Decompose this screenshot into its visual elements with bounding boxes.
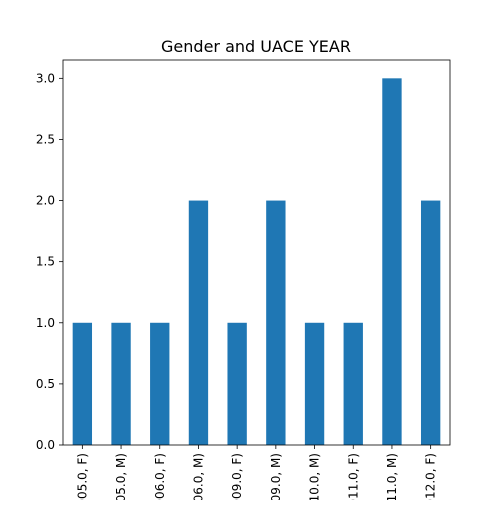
y-axis-ticks: 0.0 0.5 1.0 1.5 2.0 2.5 3.0 [36,71,63,452]
x-tick-label: (2009.0, M) [269,453,283,500]
y-tick-label: 3.0 [36,71,55,85]
y-tick-label: 2.0 [36,194,55,208]
bar [304,322,325,445]
x-tick-label: (2009.0, F) [230,453,244,500]
bar [188,200,209,445]
bars-layer [72,78,441,445]
bar [111,322,131,445]
bar [227,322,247,445]
y-tick-label: 0.5 [36,377,55,391]
bar [150,322,170,445]
x-tick-label: (2005.0, F) [75,453,89,500]
y-tick-label: 2.5 [36,132,55,146]
axes-layer [62,59,451,446]
x-tick-label: (2011.0, F) [346,453,360,500]
x-tick-label: (2006.0, F) [153,453,167,500]
x-tick-label: (2010.0, M) [308,453,322,500]
bar [72,322,93,445]
bar [343,322,363,445]
x-tick-label: (2005.0, M) [114,453,128,500]
bar [382,78,402,445]
x-tick-label: (2012.0, F) [424,453,438,500]
x-tick-label: (2011.0, M) [385,453,399,500]
chart-title: Gender and UACE YEAR [161,37,351,56]
y-tick-label: 1.5 [36,255,55,269]
y-tick-label: 1.0 [36,316,55,330]
x-axis-ticks: (2005.0, F) (2005.0, M) (2006.0, F) (2006.0… [75,445,438,505]
y-tick-label: 0.0 [36,438,55,452]
bar [266,200,286,445]
x-tick-label: (2006.0, M) [191,453,205,500]
bar [420,200,441,445]
plot-frame [62,59,451,446]
